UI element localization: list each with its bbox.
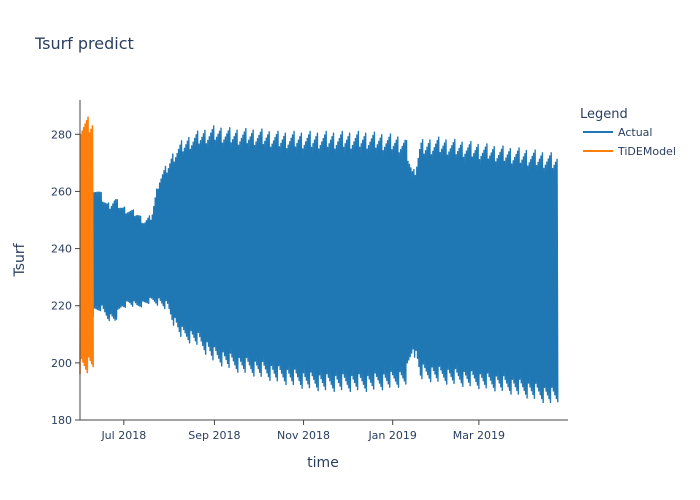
y-tick-label: 220	[51, 300, 72, 313]
y-tick-label: 260	[51, 185, 72, 198]
x-tick-label: Sep 2018	[188, 429, 240, 442]
series-line-tidemodel	[79, 116, 94, 375]
legend: Legend Actual TiDEModel	[580, 107, 676, 158]
y-tick-label: 200	[51, 357, 72, 370]
x-axis-title: time	[307, 455, 339, 471]
legend-title: Legend	[580, 107, 628, 122]
legend-items: Actual TiDEModel	[583, 126, 676, 158]
y-ticks: 180 200 220 240 260 280	[51, 128, 80, 427]
x-tick-label: Mar 2019	[453, 429, 505, 442]
series-line-actual	[92, 125, 559, 404]
x-tick-label: Jul 2018	[100, 429, 146, 442]
chart-title: Tsurf predict	[34, 34, 134, 53]
y-tick-label: 280	[51, 128, 72, 141]
x-tick-label: Nov 2018	[277, 429, 330, 442]
y-axis-title: Tsurf	[12, 242, 28, 277]
y-tick-label: 240	[51, 243, 72, 256]
legend-label-actual: Actual	[618, 126, 652, 139]
plot-area	[79, 116, 559, 404]
y-tick-label: 180	[51, 414, 72, 427]
x-tick-label: Jan 2019	[367, 429, 416, 442]
axes: 180 200 220 240 260 280 Jul 2018 Sep 2018 Nov 2…	[51, 100, 568, 442]
x-ticks: Jul 2018 Sep 2018 Nov 2018 Jan 2019 Mar 2019	[100, 420, 505, 442]
legend-label-tidemodel: TiDEModel	[617, 145, 676, 158]
